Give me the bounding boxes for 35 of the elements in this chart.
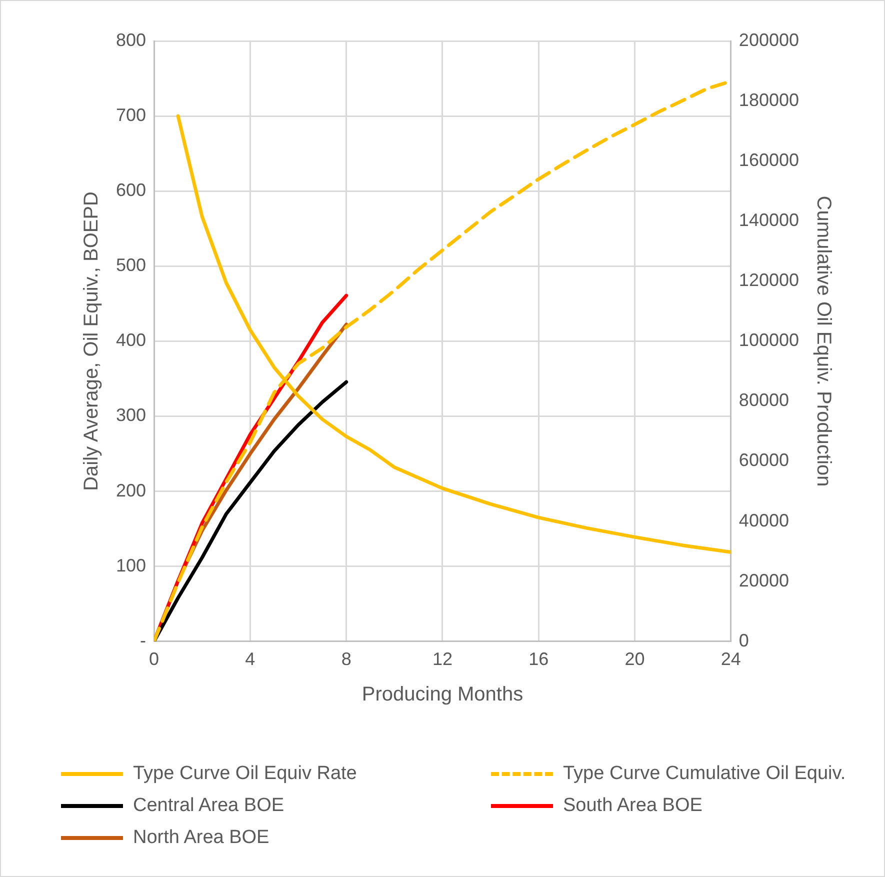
- y-tick-label: -: [140, 630, 146, 650]
- x-tick-label: 16: [528, 649, 549, 670]
- y-tick-label: 600: [116, 180, 146, 200]
- y2-tick-label: 200000: [738, 30, 800, 50]
- x-tick-label: 24: [720, 649, 741, 670]
- legend-label: Central Area BOE: [133, 795, 284, 817]
- y2-tick-label: 0: [738, 630, 749, 650]
- legend-label: Type Curve Cumulative Oil Equiv.: [563, 763, 846, 785]
- y-tick-label: 300: [116, 405, 146, 426]
- y-tick-label: 700: [116, 105, 146, 126]
- x-tick-label: 0: [149, 649, 160, 670]
- legend-label: South Area BOE: [563, 795, 702, 817]
- y-tick-label: 400: [116, 330, 146, 350]
- y2-tick-label: 80000: [738, 390, 789, 410]
- y2-tick-label: 180000: [738, 90, 800, 110]
- x-tick-label: 4: [245, 649, 256, 670]
- y-tick-label: 500: [116, 255, 146, 276]
- y2-tick-label: 160000: [738, 150, 800, 170]
- y2-tick-label: 60000: [738, 450, 789, 470]
- x-tick-label: 20: [624, 649, 645, 670]
- x-tick-label: 8: [341, 649, 352, 670]
- y-tick-label: 200: [116, 480, 146, 500]
- x-axis-title: Producing Months: [362, 684, 524, 706]
- y-tick-label: 100: [116, 555, 146, 576]
- y2-tick-label: 20000: [738, 570, 789, 590]
- legend-label: Type Curve Oil Equiv Rate: [133, 763, 357, 785]
- y2-tick-label: 120000: [738, 270, 800, 290]
- x-tick-label: 12: [432, 649, 452, 670]
- y-tick-label: 800: [116, 30, 146, 50]
- y2-tick-label: 40000: [738, 510, 789, 530]
- y2-tick-label: 140000: [738, 210, 800, 230]
- legend-label: North Area BOE: [133, 827, 270, 849]
- y-axis-title: Daily Average, Oil Equiv., BOEPD: [80, 192, 103, 491]
- y2-tick-label: 100000: [738, 330, 800, 350]
- y2-axis-title: Cumulative Oil Equiv. Production: [812, 196, 834, 487]
